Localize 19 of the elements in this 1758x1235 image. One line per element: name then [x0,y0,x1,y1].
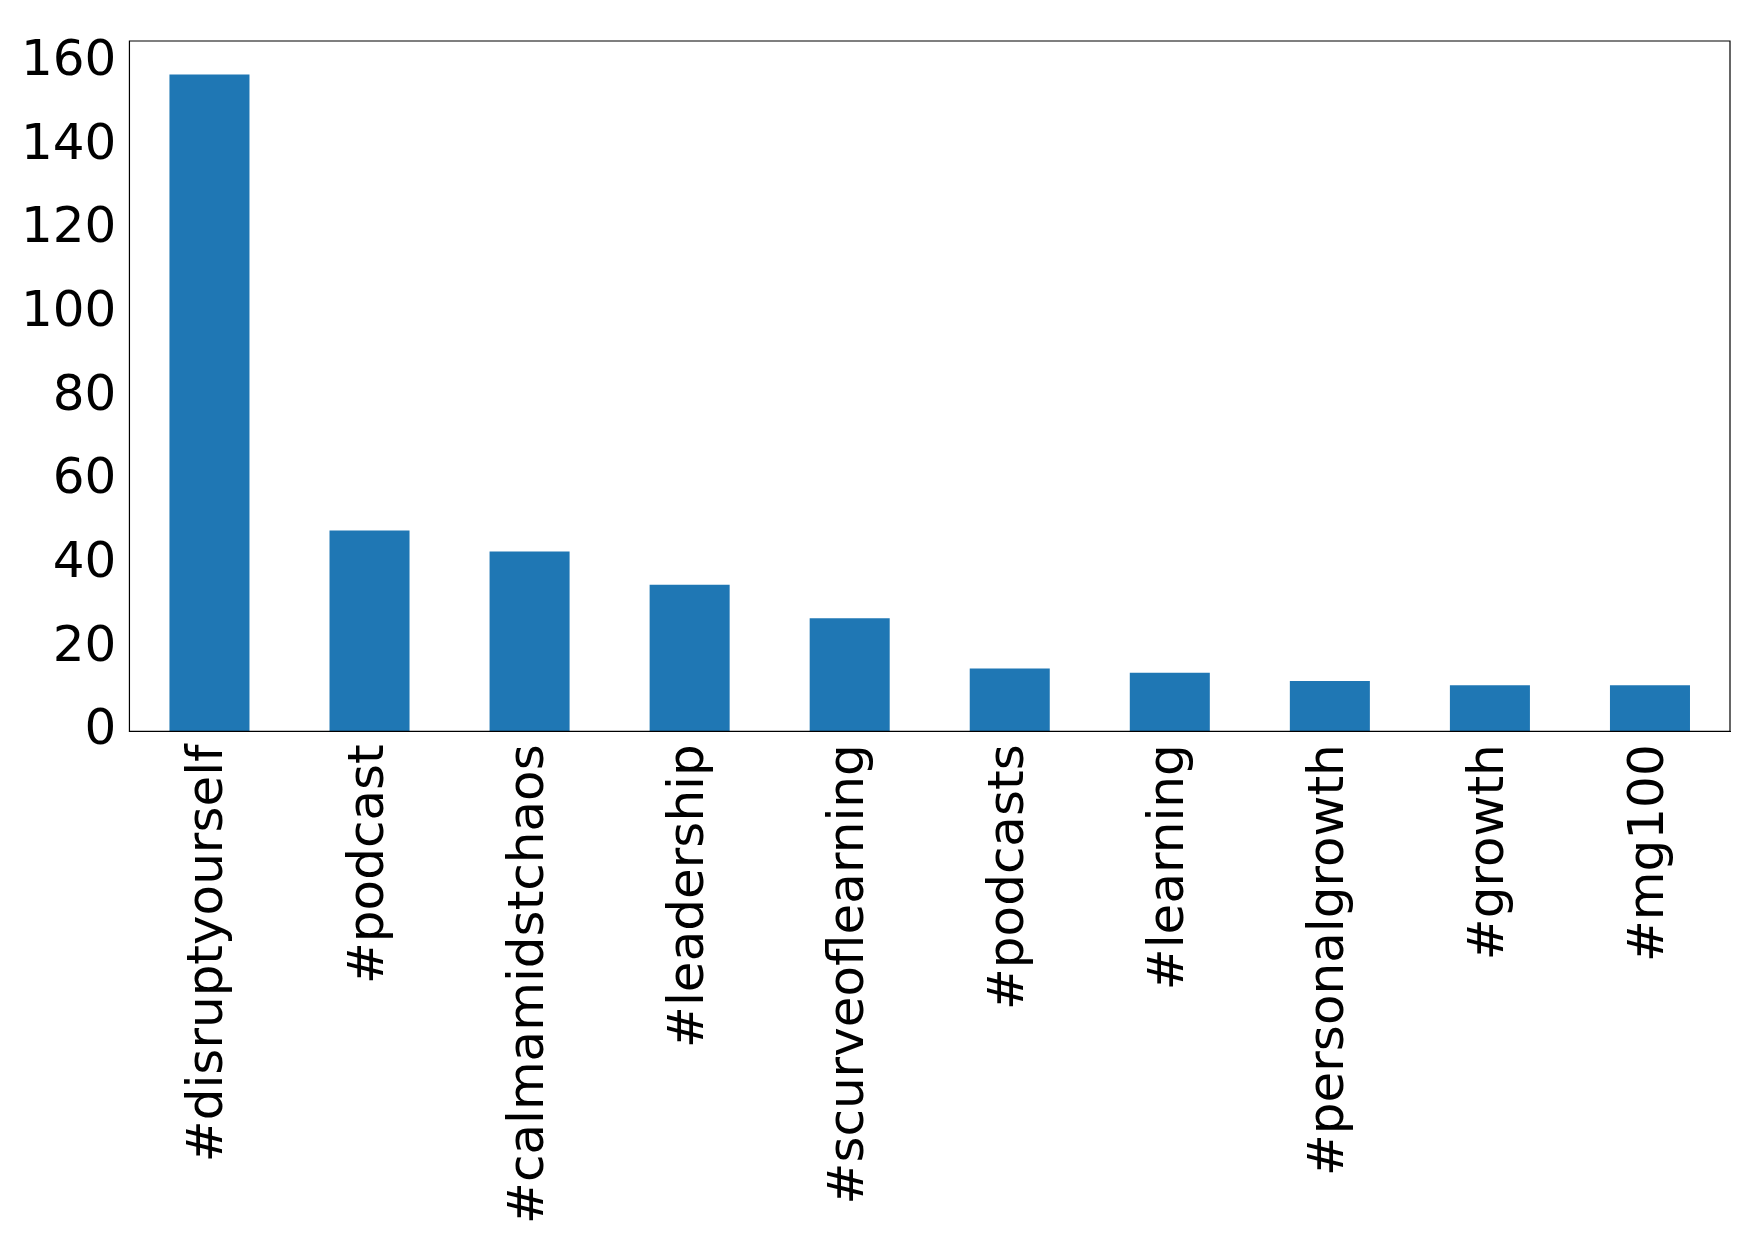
y-tick-label: 0 [84,698,117,757]
y-tick-label: 160 [21,28,117,87]
x-tick-label: #learning [1136,744,1195,991]
x-tick-label: #growth [1456,744,1515,961]
y-tick-label: 140 [21,112,117,171]
y-tick-label: 40 [52,530,117,589]
y-tick-label: 60 [52,447,117,506]
y-tick-label: 100 [21,279,117,338]
x-tick-label: #mg100 [1616,744,1675,963]
x-tick-label: #personalgrowth [1296,744,1355,1177]
x-tick-label: #calmamidstchaos [496,744,555,1225]
x-tick-label: #podcast [336,744,395,985]
y-tick-label: 120 [21,196,117,255]
x-tick-label: #scurveoflearning [816,744,875,1205]
x-tick-label: #leadership [656,744,715,1048]
y-tick-label: 20 [52,614,117,673]
x-tick-label: #disruptyourself [176,742,235,1163]
y-tick-label: 80 [52,363,117,422]
x-tick-label: #podcasts [976,744,1035,1011]
